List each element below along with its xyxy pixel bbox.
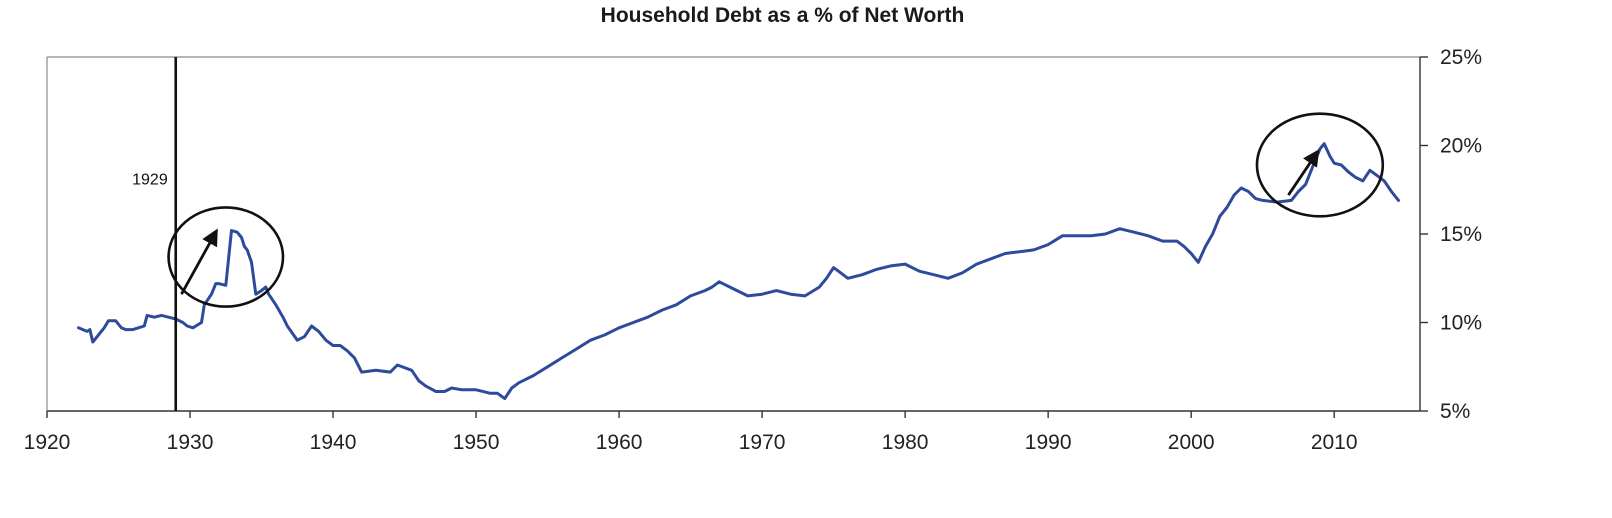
x-tick-label: 2010 xyxy=(1311,431,1358,454)
y-tick-label: 20% xyxy=(1440,135,1482,158)
x-tick-label: 1980 xyxy=(882,431,929,454)
highlight-circle xyxy=(167,206,285,308)
highlight-circle xyxy=(1255,112,1385,218)
x-tick-label: 1920 xyxy=(24,431,71,454)
x-tick-label: 1930 xyxy=(167,431,214,454)
y-axis-ticks: 5% 10% 15% 20% 25% xyxy=(1420,46,1482,423)
x-tick-label: 1960 xyxy=(596,431,643,454)
x-axis-ticks: 1920 1930 1940 1950 1960 1970 1980 1990 2000 2010 xyxy=(24,411,1358,454)
x-tick-label: 1970 xyxy=(739,431,786,454)
chart-title: Household Debt as a % of Net Worth xyxy=(600,4,965,27)
event-marker-label: 1929 xyxy=(132,171,168,188)
x-tick-label: 2000 xyxy=(1168,431,1215,454)
series-layer xyxy=(77,142,1400,401)
annotation-arrow xyxy=(180,228,218,295)
x-tick-label: 1990 xyxy=(1025,431,1072,454)
series-line xyxy=(77,142,1400,401)
x-tick-label: 1940 xyxy=(310,431,357,454)
y-tick-label: 25% xyxy=(1440,46,1482,69)
annotations-layer: 1929 xyxy=(132,57,1385,411)
x-tick-label: 1950 xyxy=(453,431,500,454)
y-tick-label: 10% xyxy=(1440,312,1482,335)
annotation-arrow xyxy=(1287,149,1320,196)
y-tick-label: 5% xyxy=(1440,400,1470,423)
y-tick-label: 15% xyxy=(1440,223,1482,246)
